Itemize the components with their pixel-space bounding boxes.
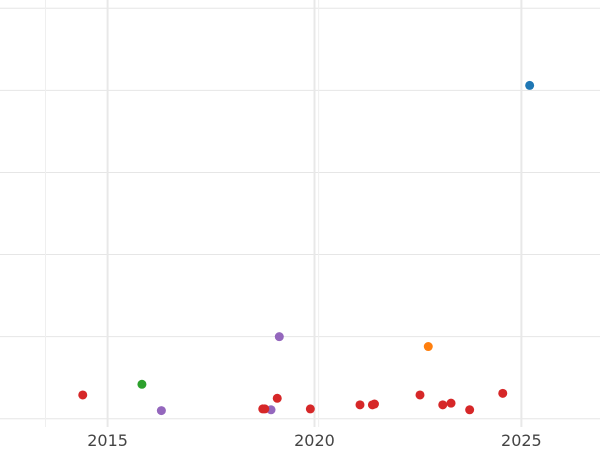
x-tick-labels: 2015 2020 2025	[87, 431, 542, 450]
x-tick-label-2025: 2025	[501, 431, 542, 450]
data-point-s3-0[interactable]	[274, 332, 284, 342]
data-point-s0-0[interactable]	[525, 80, 535, 90]
grid-layer	[0, 0, 600, 427]
data-point-s4-4[interactable]	[305, 404, 315, 414]
data-point-s4-9[interactable]	[438, 400, 448, 410]
points-layer	[78, 80, 535, 416]
data-point-s4-3[interactable]	[272, 393, 282, 403]
data-point-s4-8[interactable]	[415, 390, 425, 400]
data-point-s4-12[interactable]	[498, 388, 508, 398]
data-point-s1-0[interactable]	[423, 342, 433, 352]
data-point-s4-5[interactable]	[355, 400, 365, 410]
data-point-s3-1[interactable]	[156, 406, 166, 416]
data-point-s4-11[interactable]	[465, 405, 475, 415]
data-point-s4-7[interactable]	[369, 399, 379, 409]
data-point-s2-0[interactable]	[137, 379, 147, 389]
data-point-s4-2[interactable]	[260, 404, 270, 414]
x-tick-label-2020: 2020	[294, 431, 335, 450]
x-tick-label-2015: 2015	[87, 431, 128, 450]
data-point-s4-10[interactable]	[446, 398, 456, 408]
data-point-s4-0[interactable]	[78, 390, 88, 400]
